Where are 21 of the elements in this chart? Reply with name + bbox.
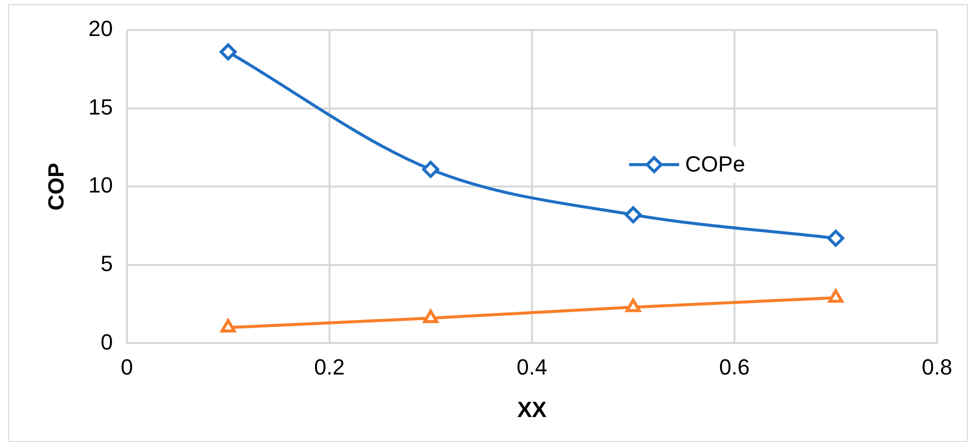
point — [827, 230, 844, 247]
x-tick-label: 0 — [120, 354, 133, 380]
point — [828, 289, 844, 303]
y-tick-label: 0 — [100, 329, 113, 354]
legend-label: COPe — [685, 152, 746, 177]
y-tick-label: 20 — [88, 16, 113, 42]
point — [624, 206, 642, 224]
point — [220, 43, 237, 60]
x-tick-label: 0.8 — [922, 354, 952, 380]
y-axis-title: COP — [43, 162, 68, 210]
point — [422, 160, 440, 178]
point — [220, 319, 236, 333]
point — [423, 310, 438, 324]
point — [626, 298, 641, 312]
x-tick-label: 0.4 — [516, 354, 548, 380]
x-tick-label: 0.2 — [314, 354, 345, 380]
y-tick-label: 15 — [88, 94, 113, 120]
y-tick-label: 5 — [100, 250, 113, 276]
x-axis-title: XX — [517, 396, 547, 422]
x-tick-label: 0.6 — [719, 354, 750, 380]
y-tick-label: 10 — [88, 172, 113, 198]
